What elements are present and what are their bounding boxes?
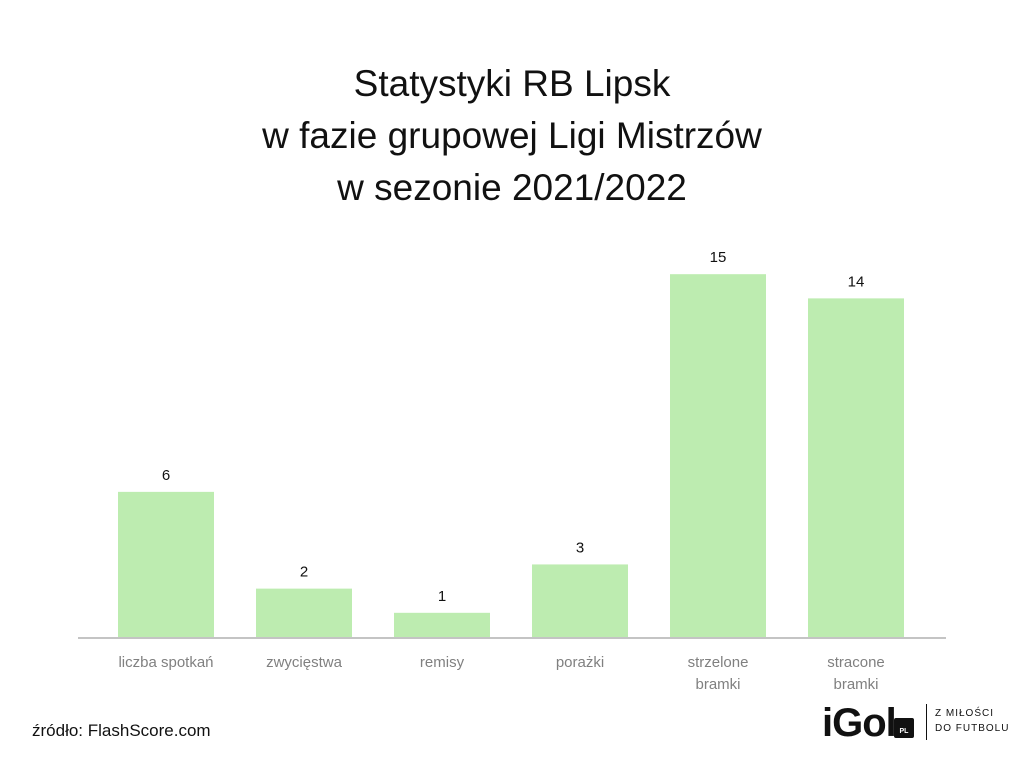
data-label-1: 2 [300,564,308,581]
logo-wordmark: iGol [822,701,897,745]
chart-title-line-3: w sezonie 2021/2022 [337,167,687,208]
category-label-1: zwycięstwa [266,654,343,671]
chart-title-line-1: Statystyki RB Lipsk [353,63,671,104]
category-label-3-line-0: porażki [556,654,604,671]
category-label-4-line-1: bramki [695,676,740,693]
igol-logo: iGol PL Z MIŁOŚCI DO FUTBOLU [822,700,1008,750]
logo-divider [926,704,927,740]
data-label-4: 15 [710,249,727,266]
data-label-5: 14 [848,273,865,290]
category-label-5-line-1: bramki [833,676,878,693]
bar-2 [394,612,490,637]
bar-1 [256,588,352,637]
category-label-0-line-0: liczba spotkań [118,654,213,671]
category-label-5-line-0: stracone [827,654,885,671]
category-label-4-line-0: strzelone [688,654,749,671]
logo-tagline-line-1: Z MIŁOŚCI [935,708,995,719]
bar-0 [118,491,214,637]
chart-title: Statystyki RB Lipsk w fazie grupowej Lig… [0,58,1024,214]
logo-tagline-line-2: DO FUTBOLU [935,723,1010,734]
data-label-2: 1 [438,588,446,605]
category-label-3: porażki [556,654,604,671]
source-note: źródło: FlashScore.com [32,721,211,740]
bar-3 [532,564,628,637]
logo-tagline: Z MIŁOŚCI DO FUTBOLU [935,706,1009,736]
category-label-2-line-0: remisy [420,654,465,671]
category-label-2: remisy [420,654,465,671]
chart-title-line-2: w fazie grupowej Ligi Mistrzów [262,115,762,156]
logo-badge: PL [894,718,914,738]
category-label-0: liczba spotkań [118,654,213,671]
category-label-5: stracone bramki [827,654,885,693]
bar-5 [808,298,904,637]
category-label-1-line-0: zwycięstwa [266,654,343,671]
data-label-3: 3 [576,539,584,556]
bar-4 [670,274,766,637]
category-label-4: strzelone bramki [688,654,749,693]
data-label-0: 6 [162,467,170,484]
